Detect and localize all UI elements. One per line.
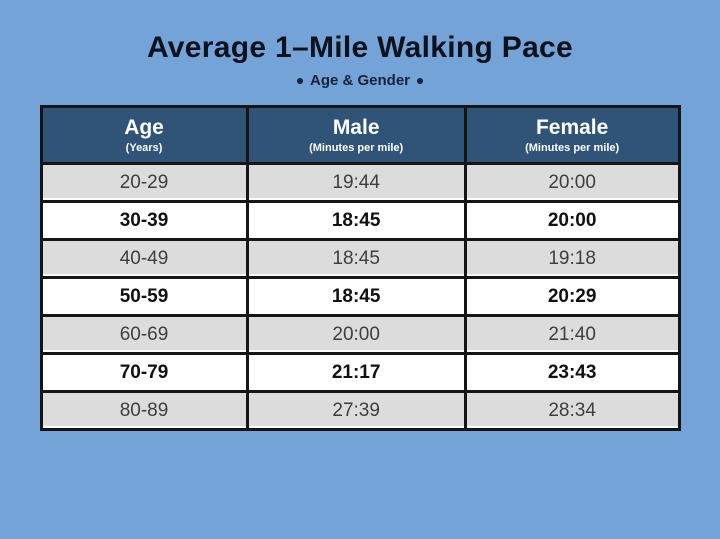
column-header-male-sublabel: (Minutes per mile) <box>309 142 404 155</box>
column-header-age-sublabel: (Years) <box>125 142 163 155</box>
page-subtitle: Age & Gender <box>0 72 720 89</box>
male-pace-cell: 27:39 <box>245 390 467 431</box>
table-row: 40-49 18:45 19:18 <box>39 238 681 279</box>
column-header-female-label: Female <box>535 115 609 139</box>
table-row: 30-39 18:45 20:00 <box>39 200 681 241</box>
pace-table: Age (Years) Male (Minutes per mile) Fema… <box>39 105 681 431</box>
female-pace-cell: 21:40 <box>463 314 681 355</box>
subtitle-right-dot-icon <box>417 77 424 84</box>
table-row: 80-89 27:39 28:34 <box>39 390 681 431</box>
age-cell: 30-39 <box>39 200 249 241</box>
female-pace-cell: 20:00 <box>463 162 681 203</box>
age-cell: 60-69 <box>39 314 249 355</box>
age-cell: 70-79 <box>39 352 249 393</box>
page-title: Average 1–Mile Walking Pace <box>146 31 574 64</box>
age-cell: 80-89 <box>39 390 249 431</box>
column-header-female: Female (Minutes per mile) <box>463 105 681 165</box>
table-header-row: Age (Years) Male (Minutes per mile) Fema… <box>39 105 681 165</box>
subtitle-left-dot-icon <box>296 77 303 84</box>
male-pace-cell: 18:45 <box>245 276 467 317</box>
male-pace-cell: 19:44 <box>245 162 467 203</box>
female-pace-cell: 19:18 <box>463 238 681 279</box>
age-cell: 40-49 <box>39 238 249 279</box>
table-row: 50-59 18:45 20:29 <box>39 276 681 317</box>
column-header-female-sublabel: (Minutes per mile) <box>525 142 620 155</box>
male-pace-cell: 18:45 <box>245 200 467 241</box>
age-cell: 50-59 <box>39 276 249 317</box>
table-row: 60-69 20:00 21:40 <box>39 314 681 355</box>
subtitle-text: Age & Gender <box>309 72 411 89</box>
male-pace-cell: 20:00 <box>245 314 467 355</box>
column-header-male-label: Male <box>332 115 380 139</box>
female-pace-cell: 20:29 <box>463 276 681 317</box>
female-pace-cell: 23:43 <box>463 352 681 393</box>
male-pace-cell: 21:17 <box>245 352 467 393</box>
male-pace-cell: 18:45 <box>245 238 467 279</box>
column-header-male: Male (Minutes per mile) <box>245 105 467 165</box>
age-cell: 20-29 <box>39 162 249 203</box>
table-row: 20-29 19:44 20:00 <box>39 162 681 203</box>
female-pace-cell: 28:34 <box>463 390 681 431</box>
table-row: 70-79 21:17 23:43 <box>39 352 681 393</box>
column-header-age-label: Age <box>124 115 164 139</box>
female-pace-cell: 20:00 <box>463 200 681 241</box>
column-header-age: Age (Years) <box>39 105 249 165</box>
